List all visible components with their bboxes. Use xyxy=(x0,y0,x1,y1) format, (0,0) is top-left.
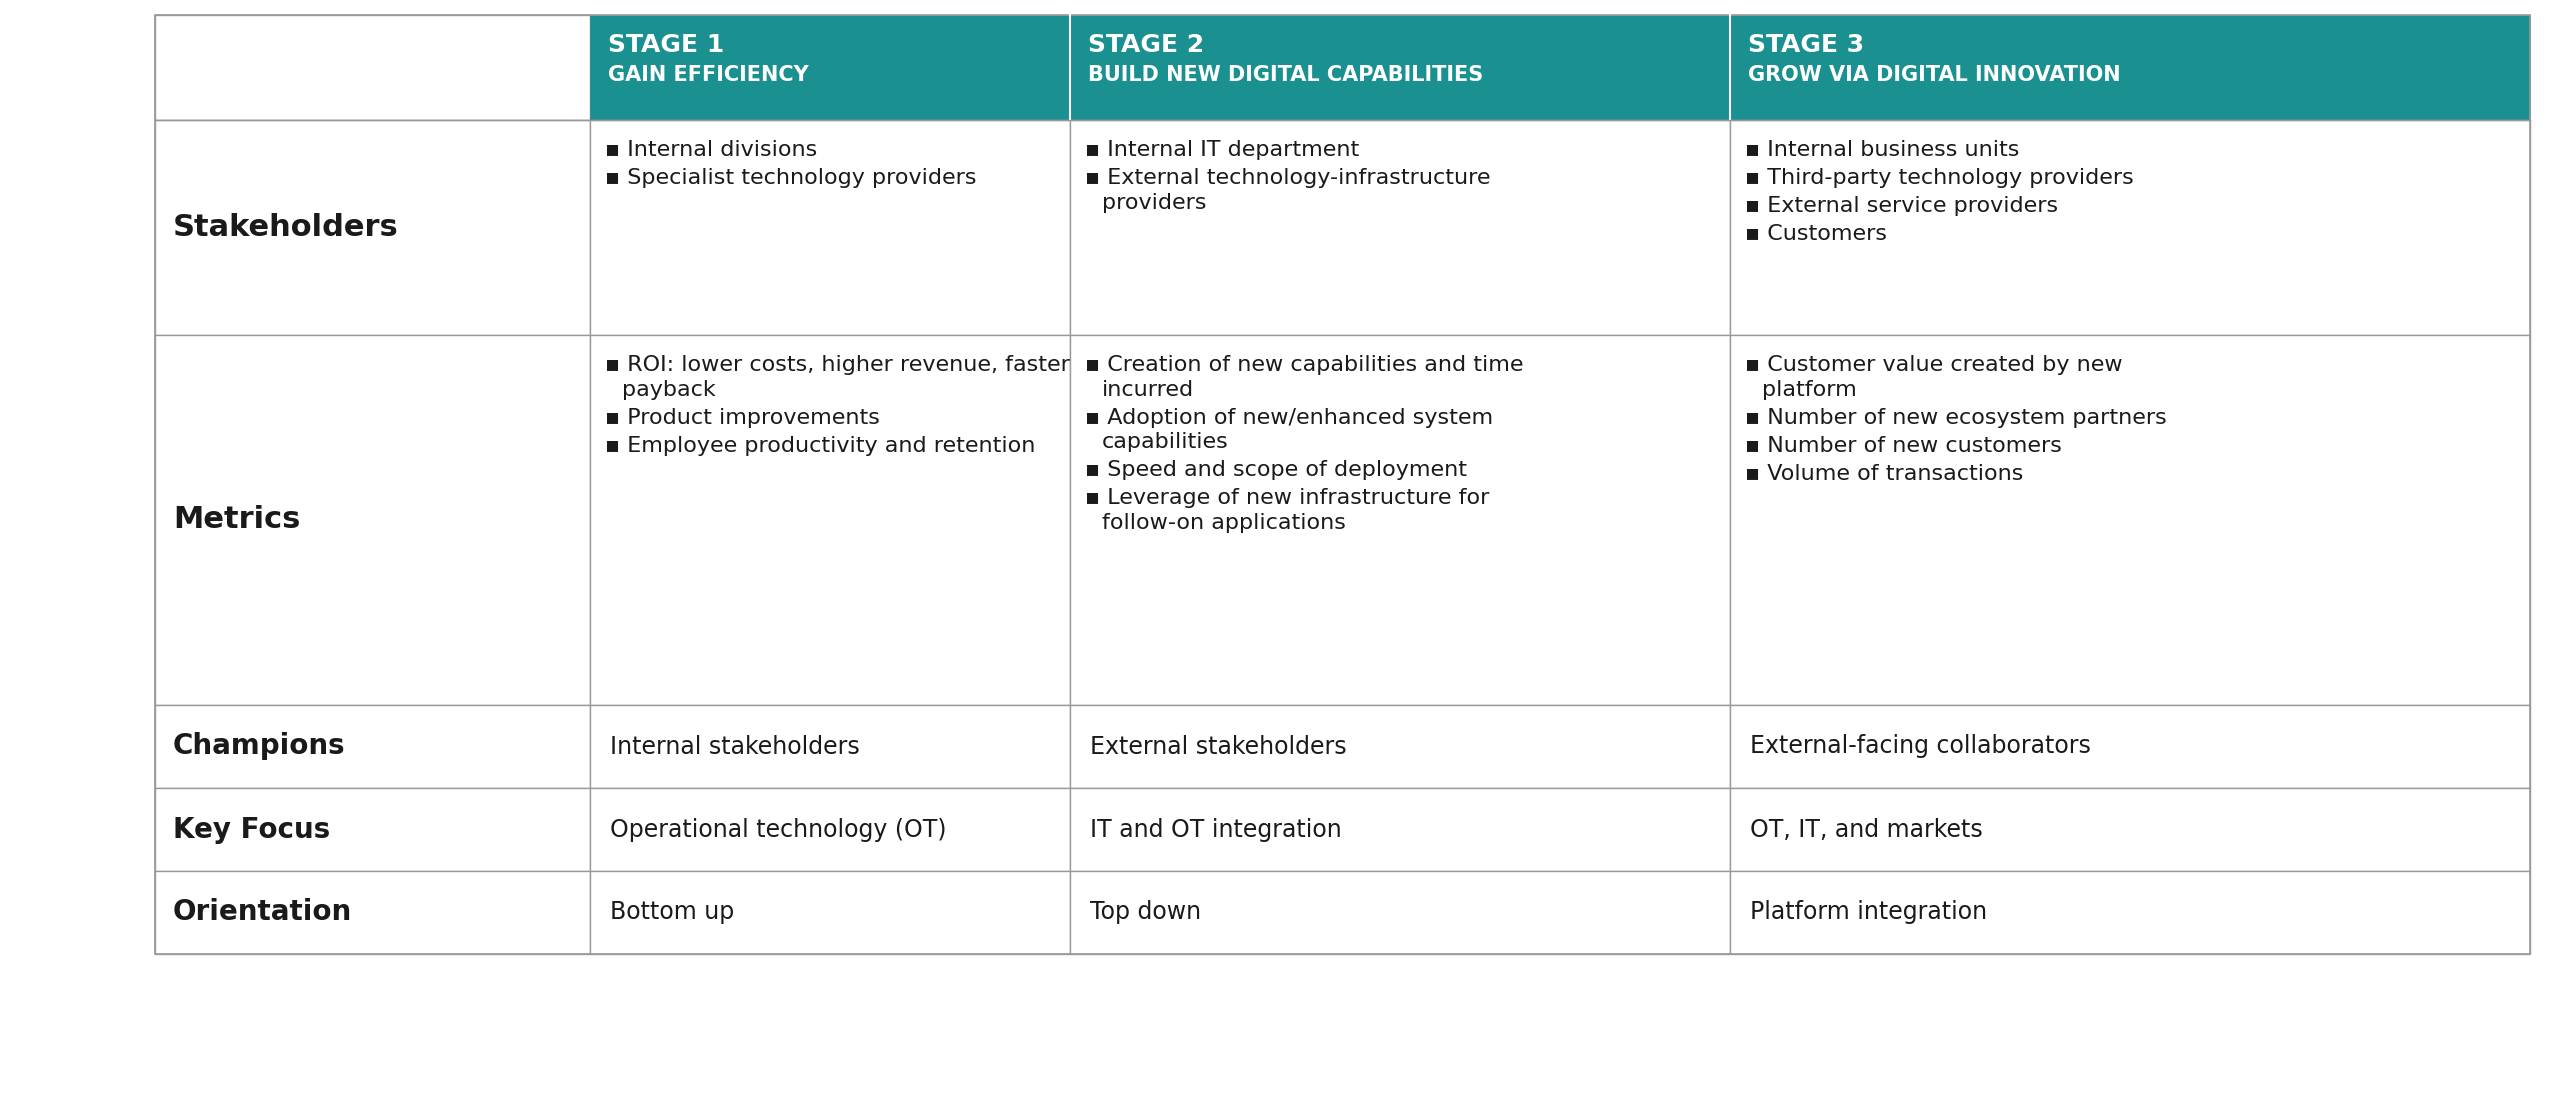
Text: platform: platform xyxy=(1761,379,1856,400)
Text: STAGE 1: STAGE 1 xyxy=(609,33,724,57)
Text: Stakeholders: Stakeholders xyxy=(174,213,399,242)
Text: capabilities: capabilities xyxy=(1101,432,1229,452)
Text: Key Focus: Key Focus xyxy=(174,816,330,844)
Bar xyxy=(156,121,589,335)
Text: incurred: incurred xyxy=(1101,379,1193,400)
Bar xyxy=(1070,870,1731,954)
Bar xyxy=(156,335,589,705)
Text: Bottom up: Bottom up xyxy=(609,901,735,924)
Text: Operational technology (OT): Operational technology (OT) xyxy=(609,818,947,841)
Bar xyxy=(156,870,589,954)
Text: ▪ Third-party technology providers: ▪ Third-party technology providers xyxy=(1746,169,2132,187)
Text: STAGE 3: STAGE 3 xyxy=(1748,33,1864,57)
Text: ▪ Leverage of new infrastructure for: ▪ Leverage of new infrastructure for xyxy=(1085,489,1490,508)
Text: BUILD NEW DIGITAL CAPABILITIES: BUILD NEW DIGITAL CAPABILITIES xyxy=(1088,65,1482,85)
Text: payback: payback xyxy=(622,379,717,400)
Text: ▪ External technology-infrastructure: ▪ External technology-infrastructure xyxy=(1085,169,1490,187)
Bar xyxy=(589,705,1070,788)
Text: ▪ Adoption of new/enhanced system: ▪ Adoption of new/enhanced system xyxy=(1085,407,1492,427)
Bar xyxy=(1070,335,1731,705)
Bar xyxy=(156,15,589,121)
Text: Top down: Top down xyxy=(1091,901,1201,924)
Bar xyxy=(589,15,1070,121)
Text: ▪ Number of new ecosystem partners: ▪ Number of new ecosystem partners xyxy=(1746,407,2166,427)
Text: follow-on applications: follow-on applications xyxy=(1101,513,1347,533)
Text: GAIN EFFICIENCY: GAIN EFFICIENCY xyxy=(609,65,809,85)
Text: ▪ Speed and scope of deployment: ▪ Speed and scope of deployment xyxy=(1085,460,1467,480)
Text: ▪ External service providers: ▪ External service providers xyxy=(1746,196,2058,217)
Bar xyxy=(589,870,1070,954)
Text: OT, IT, and markets: OT, IT, and markets xyxy=(1751,818,1984,841)
Text: ▪ Internal IT department: ▪ Internal IT department xyxy=(1085,140,1359,160)
Text: ▪ Specialist technology providers: ▪ Specialist technology providers xyxy=(604,169,975,187)
Bar xyxy=(156,788,589,870)
Text: Metrics: Metrics xyxy=(174,506,300,535)
Text: Champions: Champions xyxy=(174,732,346,760)
Bar xyxy=(1070,705,1731,788)
Text: ▪ Employee productivity and retention: ▪ Employee productivity and retention xyxy=(604,435,1034,455)
Text: Orientation: Orientation xyxy=(174,898,353,926)
Bar xyxy=(1070,788,1731,870)
Text: GROW VIA DIGITAL INNOVATION: GROW VIA DIGITAL INNOVATION xyxy=(1748,65,2120,85)
Text: ▪ Volume of transactions: ▪ Volume of transactions xyxy=(1746,463,2022,483)
Text: Internal stakeholders: Internal stakeholders xyxy=(609,734,860,759)
Text: IT and OT integration: IT and OT integration xyxy=(1091,818,1341,841)
Text: ▪ Customers: ▪ Customers xyxy=(1746,224,1887,244)
Bar xyxy=(1731,705,2529,788)
Bar xyxy=(1070,121,1731,335)
Bar xyxy=(1731,870,2529,954)
Bar xyxy=(1731,121,2529,335)
Bar xyxy=(1731,15,2529,121)
Bar xyxy=(1070,15,1731,121)
Text: providers: providers xyxy=(1101,193,1206,213)
Text: External stakeholders: External stakeholders xyxy=(1091,734,1347,759)
Bar xyxy=(589,335,1070,705)
Bar xyxy=(156,705,589,788)
Bar xyxy=(1731,335,2529,705)
Text: Platform integration: Platform integration xyxy=(1751,901,1987,924)
Bar xyxy=(589,788,1070,870)
Text: ▪ Product improvements: ▪ Product improvements xyxy=(604,407,881,427)
Text: ▪ Internal business units: ▪ Internal business units xyxy=(1746,140,2020,160)
Bar xyxy=(589,121,1070,335)
Text: ▪ Creation of new capabilities and time: ▪ Creation of new capabilities and time xyxy=(1085,355,1523,375)
Text: ▪ Number of new customers: ▪ Number of new customers xyxy=(1746,435,2061,455)
Text: ▪ Customer value created by new: ▪ Customer value created by new xyxy=(1746,355,2122,375)
Bar xyxy=(1731,788,2529,870)
Text: STAGE 2: STAGE 2 xyxy=(1088,33,1203,57)
Text: External-facing collaborators: External-facing collaborators xyxy=(1751,734,2092,759)
Text: ▪ Internal divisions: ▪ Internal divisions xyxy=(604,140,817,160)
Text: ▪ ROI: lower costs, higher revenue, faster: ▪ ROI: lower costs, higher revenue, fast… xyxy=(604,355,1070,375)
Bar xyxy=(156,15,2529,954)
